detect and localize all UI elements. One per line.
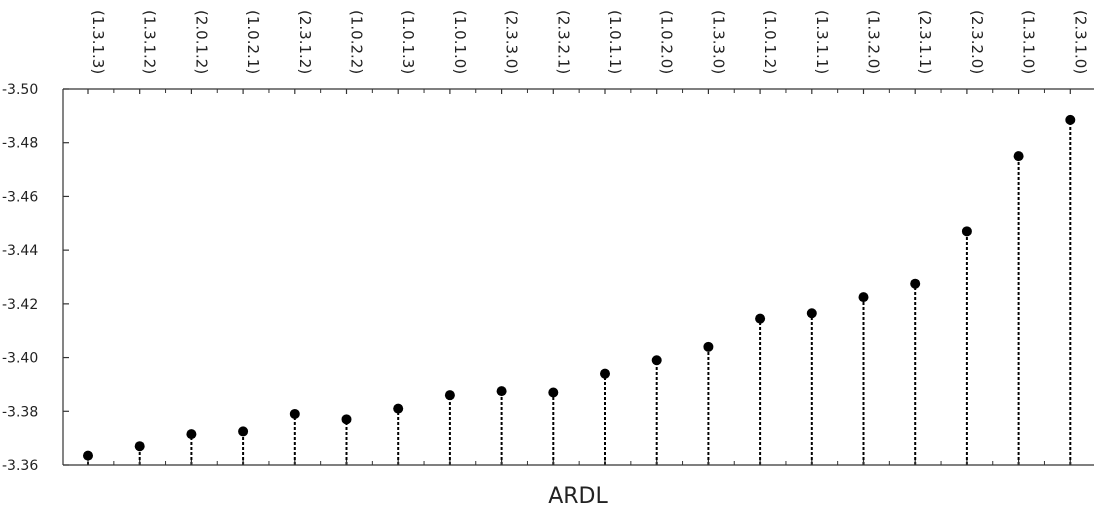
y-tick-label: -3.46 — [2, 189, 38, 205]
data-point — [444, 390, 455, 401]
data-point — [496, 386, 507, 397]
data-point — [186, 429, 197, 440]
data-point — [703, 341, 714, 352]
data-point — [134, 441, 145, 452]
x-category-label: (1.3.2.0) — [865, 10, 883, 74]
x-category-label: (1.0.2.2) — [348, 10, 366, 74]
x-category-label: (1.0.1.0) — [451, 10, 469, 74]
data-point — [289, 408, 300, 419]
data-point — [1013, 151, 1024, 162]
x-category-label: (1.3.1.0) — [1020, 10, 1038, 74]
x-category-label: (1.0.1.3) — [399, 10, 417, 74]
data-point — [806, 308, 817, 319]
data-point — [238, 426, 249, 437]
x-category-label: (1.3.1.1) — [813, 10, 831, 74]
x-category-label: (2.3.2.1) — [554, 10, 572, 74]
data-point — [600, 368, 610, 379]
data-point — [858, 292, 869, 303]
x-category-label: (1.0.2.1) — [244, 10, 262, 74]
x-category-label: (1.3.3.0) — [709, 10, 727, 74]
data-point — [1065, 114, 1076, 125]
data-point — [548, 387, 559, 398]
x-category-label: (2.3.3.0) — [503, 10, 521, 74]
x-category-label: (2.3.2.0) — [968, 10, 986, 74]
y-tick-label: -3.42 — [2, 297, 38, 313]
stems-group — [87, 119, 1072, 465]
y-tick-label: -3.38 — [2, 404, 38, 420]
points-group — [83, 114, 1076, 461]
y-tick-label: -3.44 — [2, 243, 38, 259]
data-point — [910, 278, 921, 289]
x-category-label: (1.0.2.0) — [658, 10, 676, 74]
x-category-label: (1.0.1.1) — [606, 10, 624, 74]
data-point — [341, 414, 352, 425]
x-category-label: (2.3.1.2) — [296, 10, 314, 74]
x-category-label: (1.0.1.2) — [761, 10, 779, 74]
x-category-label: (2.0.1.2) — [192, 10, 210, 74]
tick-labels-group: -3.50 -3.48 -3.46 -3.44 -3.42 -3.40 -3.38 -3.36… — [2, 10, 1089, 474]
x-category-label: (1.3.1.3) — [89, 10, 107, 74]
x-category-label: (2.3.1.1) — [916, 10, 934, 74]
data-point — [393, 403, 404, 414]
y-tick-label: -3.40 — [2, 351, 38, 367]
axes-group — [62, 88, 1094, 466]
data-point — [755, 313, 766, 324]
data-point — [651, 355, 662, 366]
x-category-label: (2.3.1.0) — [1071, 10, 1089, 74]
y-tick-label: -3.50 — [2, 82, 38, 98]
x-axis-title: ARDL — [548, 484, 608, 509]
y-tick-label: -3.48 — [2, 136, 38, 152]
x-category-label: (1.3.1.2) — [141, 10, 159, 74]
data-point — [83, 450, 93, 461]
y-tick-label: -3.36 — [2, 458, 38, 474]
data-point — [961, 226, 972, 237]
